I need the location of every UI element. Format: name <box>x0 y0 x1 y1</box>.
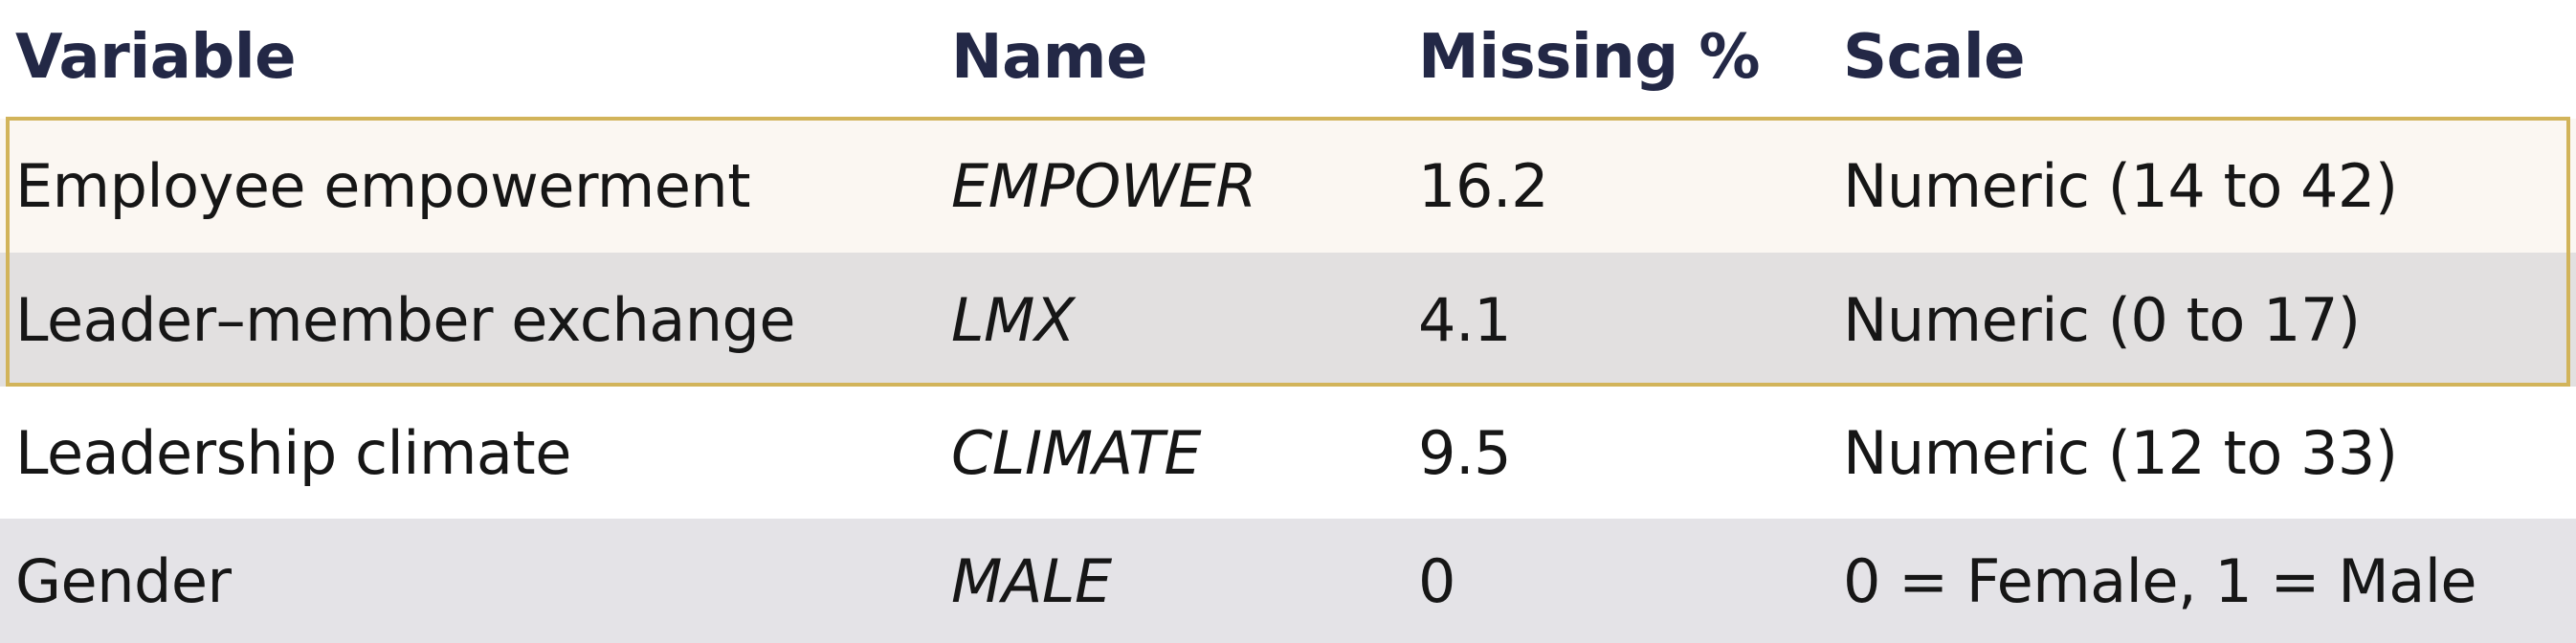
table-row: Leader–member exchange LMX 4.1 Numeric (… <box>0 253 2576 387</box>
variable-cell: Leadership climate <box>15 417 571 488</box>
variable-cell: Leader–member exchange <box>15 284 796 355</box>
header-missing-percent: Missing % <box>1418 22 1761 93</box>
name-cell: MALE <box>951 545 1112 616</box>
header-variable: Variable <box>15 22 297 93</box>
scale-cell: 0 = Female, 1 = Male <box>1843 545 2477 616</box>
scale-cell: Numeric (12 to 33) <box>1843 417 2398 488</box>
table-row: Leadership climate CLIMATE 9.5 Numeric (… <box>0 387 2576 519</box>
missing-cell: 9.5 <box>1418 417 1512 488</box>
name-cell: CLIMATE <box>951 417 1202 488</box>
scale-cell: Numeric (0 to 17) <box>1843 284 2361 355</box>
header-name: Name <box>951 22 1147 93</box>
header-scale: Scale <box>1843 22 2026 93</box>
table-row: Employee empowerment EMPOWER 16.2 Numeri… <box>0 119 2576 253</box>
missing-cell: 16.2 <box>1418 150 1549 221</box>
name-cell: EMPOWER <box>951 150 1256 221</box>
scale-cell: Numeric (14 to 42) <box>1843 150 2398 221</box>
table-row: Gender MALE 0 0 = Female, 1 = Male <box>0 519 2576 643</box>
variable-cell: Employee empowerment <box>15 150 751 221</box>
missing-cell: 0 <box>1418 545 1455 616</box>
name-cell: LMX <box>951 284 1076 355</box>
missing-cell: 4.1 <box>1418 284 1512 355</box>
variable-cell: Gender <box>15 545 232 616</box>
table-header-row: Variable Name Missing % Scale <box>0 0 2576 115</box>
